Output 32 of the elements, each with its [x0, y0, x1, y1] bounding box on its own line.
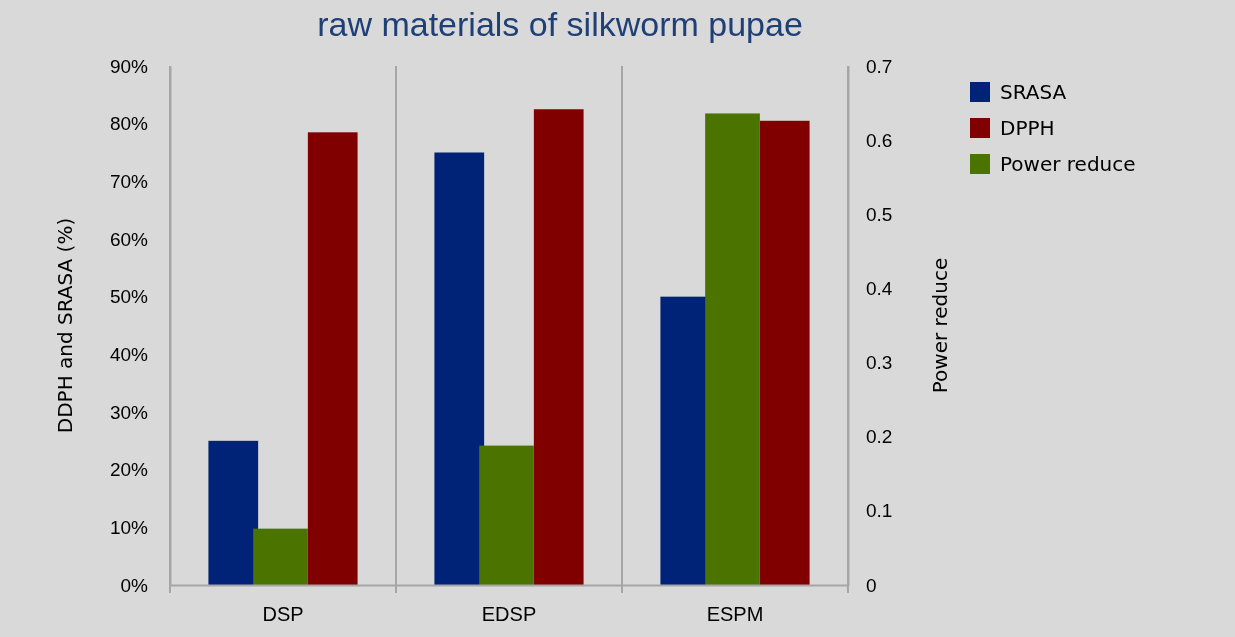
y2-tick-label: 0.5: [866, 203, 893, 225]
chart-title: raw materials of silkworm pupae: [317, 5, 803, 43]
y-tick-label: 30%: [109, 401, 149, 423]
bar: [307, 132, 358, 585]
y-tick-label: 50%: [109, 286, 149, 308]
bar: [208, 440, 259, 585]
legend-label: Power reduce: [1000, 152, 1136, 176]
y2-tick-label: 0.2: [866, 426, 893, 448]
x-tick-label: EDSP: [481, 603, 537, 625]
y-axis-title: DDPH and SRASA (%): [53, 217, 77, 434]
y2-tick-label: 0: [866, 574, 877, 596]
bar: [434, 152, 485, 585]
y-tick-label: 60%: [109, 228, 149, 250]
y2-tick-label: 0.4: [866, 278, 893, 300]
y-tick-label: 80%: [109, 113, 149, 135]
y-tick-label: 40%: [109, 343, 149, 365]
y2-tick-label: 0.1: [866, 500, 893, 522]
y-tick-label: 10%: [109, 516, 149, 538]
legend-label: SRASA: [1000, 80, 1067, 104]
y2-tick-label: 0.6: [866, 129, 893, 151]
y2-tick-label: 0.3: [866, 352, 893, 374]
y-tick-label: 20%: [109, 459, 149, 481]
bar: [479, 445, 534, 585]
bar: [533, 109, 584, 585]
y-tick-label: 0%: [120, 574, 149, 596]
x-tick-label: DSP: [262, 603, 304, 625]
legend-label: DPPH: [1000, 116, 1055, 140]
x-tick-label: ESPM: [706, 603, 764, 625]
y-tick-label: 70%: [109, 170, 149, 192]
y-tick-label: 90%: [109, 55, 149, 77]
y2-axis-title: Power reduce: [928, 257, 952, 394]
y2-tick-label: 0.7: [866, 55, 893, 77]
